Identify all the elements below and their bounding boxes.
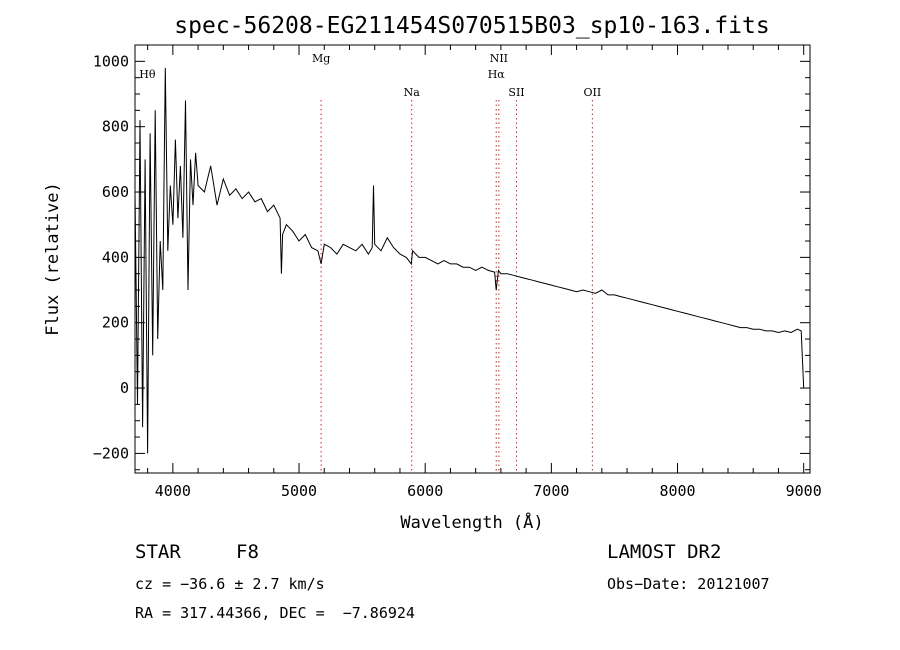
line-marker-label: OII xyxy=(584,86,602,99)
line-marker-label: SII xyxy=(508,86,524,99)
x-tick-label: 6000 xyxy=(407,482,443,500)
survey-name: LAMOST DR2 xyxy=(607,541,722,563)
line-marker-label: Hθ xyxy=(139,68,156,81)
x-tick-label: 8000 xyxy=(659,482,695,500)
observation-date: Obs−Date: 20121007 xyxy=(607,575,770,593)
y-tick-label: 1000 xyxy=(93,52,129,70)
x-tick-label: 5000 xyxy=(281,482,317,500)
x-tick-label: 9000 xyxy=(786,482,822,500)
line-marker-label: Na xyxy=(404,86,421,99)
y-tick-label: 400 xyxy=(102,248,129,266)
plot-frame xyxy=(134,44,811,474)
y-axis-title: Flux (relative) xyxy=(43,182,63,336)
y-tick-label: 600 xyxy=(102,183,129,201)
x-tick-label: 4000 xyxy=(155,482,191,500)
spectrum-chart: spec-56208-EG211454S070515B03_sp10-163.f… xyxy=(43,13,822,533)
line-marker-label: Hα xyxy=(488,68,506,81)
x-axis-title: Wavelength (Å) xyxy=(400,511,543,533)
object-class: STAR xyxy=(135,541,181,563)
x-tick-label: 7000 xyxy=(533,482,569,500)
line-marker-label: NII xyxy=(490,52,508,65)
y-tick-label: 0 xyxy=(120,379,129,397)
chart-title: spec-56208-EG211454S070515B03_sp10-163.f… xyxy=(174,13,769,39)
y-tick-label: −200 xyxy=(93,444,129,462)
spectrum-line xyxy=(134,67,805,454)
line-marker-label: Mg xyxy=(312,52,330,65)
object-subclass: F8 xyxy=(236,541,259,563)
y-tick-label: 200 xyxy=(102,314,129,332)
coordinates: RA = 317.44366, DEC = −7.86924 xyxy=(135,604,415,622)
axis-ticks: 4000 5000 6000 7000 8000 9000 −200 0 200 400 600 80… xyxy=(93,44,822,500)
y-tick-label: 800 xyxy=(102,118,129,136)
redshift-cz: cz = −36.6 ± 2.7 km/s xyxy=(135,575,325,593)
